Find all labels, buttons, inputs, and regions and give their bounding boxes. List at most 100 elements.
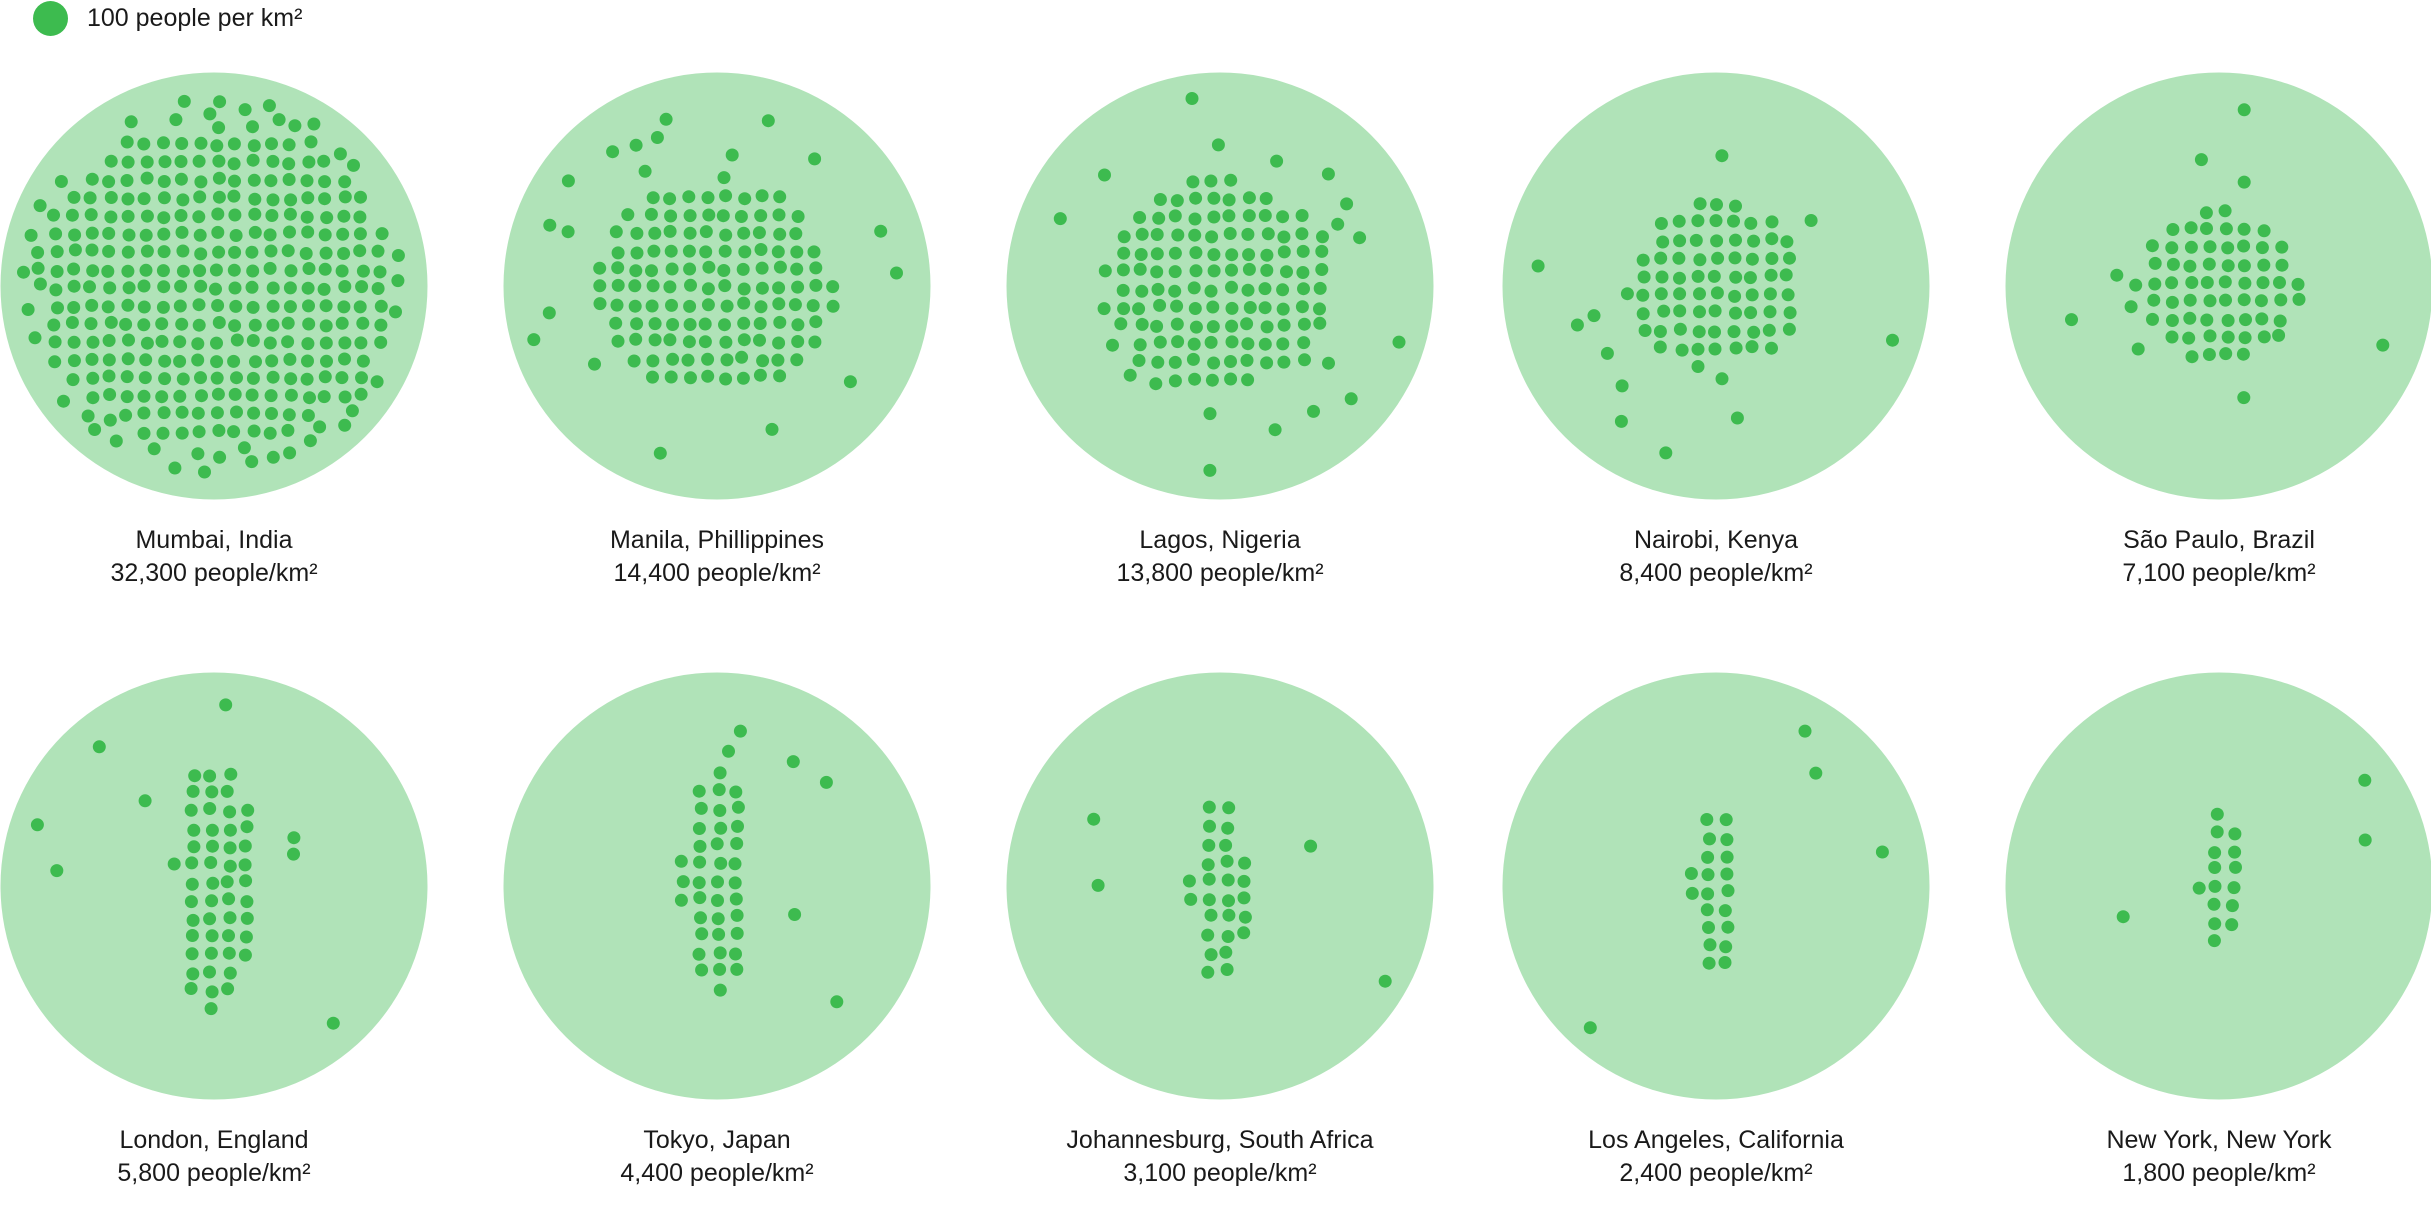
population-dot [645, 299, 659, 313]
population-dot [176, 372, 190, 386]
population-dot [1707, 269, 1721, 283]
population-dot [1764, 268, 1778, 282]
population-dot [664, 209, 678, 223]
population-dot [391, 249, 405, 262]
population-dot [174, 155, 188, 168]
population-dot [2165, 276, 2179, 290]
population-dot [222, 929, 235, 943]
population-dot [647, 244, 661, 258]
population-dot [1187, 281, 1201, 295]
population-dot [228, 319, 242, 333]
population-dot [157, 191, 171, 205]
population-dot [1242, 248, 1256, 262]
population-dot [1313, 281, 1327, 295]
population-dot [611, 278, 625, 292]
city-density-label: 2,400 people/km² [1619, 1159, 1813, 1187]
population-dot [338, 175, 352, 189]
population-dot [191, 406, 205, 420]
population-dot [736, 262, 750, 276]
city-area-circle [1502, 72, 1930, 500]
population-dot [664, 370, 678, 384]
population-dot [249, 355, 262, 369]
population-dot [561, 174, 575, 188]
population-dot [287, 847, 300, 861]
population-dot [718, 279, 732, 293]
population-dot [264, 174, 278, 188]
population-dot [1189, 320, 1203, 334]
population-dot [266, 318, 280, 332]
population-dot [1204, 908, 1218, 922]
population-dot [725, 148, 739, 162]
population-dot [1685, 886, 1699, 900]
population-dot [543, 218, 557, 232]
population-dot [228, 208, 242, 222]
population-dot [738, 192, 752, 206]
population-dot [1322, 356, 1335, 370]
population-dot [611, 261, 625, 275]
population-dot [2219, 347, 2233, 361]
population-dot [2238, 331, 2252, 345]
city-density-label: 5,800 people/km² [117, 1159, 311, 1187]
population-dot [717, 171, 731, 185]
population-dot [175, 426, 189, 440]
population-dot [284, 388, 298, 402]
population-dot [238, 839, 252, 853]
population-dot [2237, 293, 2251, 307]
population-dot [2124, 300, 2138, 314]
population-dot [374, 299, 388, 313]
population-dot [666, 318, 680, 331]
population-dot [84, 208, 98, 222]
population-dot [645, 264, 658, 278]
population-dot [212, 245, 226, 259]
population-dot [288, 119, 302, 133]
population-dot [1152, 211, 1166, 225]
population-dot [1202, 838, 1216, 852]
population-dot [223, 859, 237, 873]
city-name: London, England [119, 1126, 309, 1154]
population-dot [716, 209, 730, 223]
population-dot [1675, 343, 1689, 357]
population-dot [222, 946, 236, 960]
population-dot [238, 948, 252, 962]
city-caption: Tokyo, Japan 4,400 people/km² [503, 1124, 931, 1190]
population-dot [606, 145, 620, 159]
population-dot [2218, 204, 2232, 218]
population-dot [1149, 377, 1163, 391]
population-dot [630, 226, 644, 240]
population-dot [1730, 411, 1744, 425]
population-dot [682, 335, 696, 349]
population-dot [67, 335, 81, 349]
population-dot [2183, 311, 2197, 325]
population-dot [1134, 248, 1148, 261]
population-dot [2236, 347, 2250, 361]
population-dot [138, 794, 152, 808]
population-dot [1875, 845, 1889, 859]
population-dot [621, 208, 635, 222]
population-dot [1151, 282, 1165, 296]
population-dot [177, 94, 191, 108]
population-dot [248, 192, 262, 206]
population-dot [1720, 850, 1734, 864]
population-dot [2203, 240, 2217, 254]
population-dot [240, 911, 254, 925]
population-dot [156, 426, 170, 440]
population-dot [1207, 356, 1221, 370]
population-dot [301, 337, 315, 351]
population-dot [2184, 240, 2198, 254]
population-dot [2228, 845, 2242, 859]
population-dot [212, 121, 226, 135]
city-caption: London, England 5,800 people/km² [0, 1124, 428, 1190]
population-dot [139, 353, 153, 367]
population-dot [83, 280, 96, 294]
population-dot [1780, 235, 1794, 249]
population-dot [1205, 373, 1219, 387]
population-dot [186, 967, 200, 981]
population-dot [1392, 335, 1406, 349]
population-dot [319, 299, 333, 313]
city-name: Manila, Phillippines [609, 526, 824, 554]
population-dot [2239, 313, 2252, 327]
population-dot [212, 171, 226, 185]
population-dot [2238, 276, 2252, 290]
population-dot [30, 818, 44, 832]
population-dot [2165, 314, 2179, 327]
